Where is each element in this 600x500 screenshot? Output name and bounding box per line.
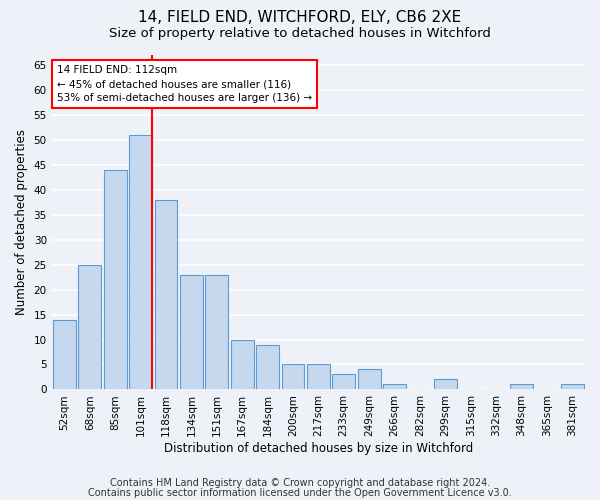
Bar: [358, 370, 380, 390]
Bar: [205, 274, 228, 390]
Bar: [155, 200, 178, 390]
Bar: [281, 364, 304, 390]
Bar: [53, 320, 76, 390]
Bar: [79, 264, 101, 390]
Bar: [561, 384, 584, 390]
Text: Contains public sector information licensed under the Open Government Licence v3: Contains public sector information licen…: [88, 488, 512, 498]
Bar: [307, 364, 330, 390]
Bar: [332, 374, 355, 390]
Bar: [434, 380, 457, 390]
Text: 14 FIELD END: 112sqm
← 45% of detached houses are smaller (116)
53% of semi-deta: 14 FIELD END: 112sqm ← 45% of detached h…: [57, 65, 312, 103]
Text: 14, FIELD END, WITCHFORD, ELY, CB6 2XE: 14, FIELD END, WITCHFORD, ELY, CB6 2XE: [139, 10, 461, 25]
Text: Contains HM Land Registry data © Crown copyright and database right 2024.: Contains HM Land Registry data © Crown c…: [110, 478, 490, 488]
X-axis label: Distribution of detached houses by size in Witchford: Distribution of detached houses by size …: [164, 442, 473, 455]
Bar: [180, 274, 203, 390]
Bar: [256, 344, 279, 390]
Bar: [383, 384, 406, 390]
Bar: [231, 340, 254, 390]
Bar: [129, 135, 152, 390]
Bar: [510, 384, 533, 390]
Y-axis label: Number of detached properties: Number of detached properties: [15, 129, 28, 315]
Bar: [104, 170, 127, 390]
Text: Size of property relative to detached houses in Witchford: Size of property relative to detached ho…: [109, 28, 491, 40]
